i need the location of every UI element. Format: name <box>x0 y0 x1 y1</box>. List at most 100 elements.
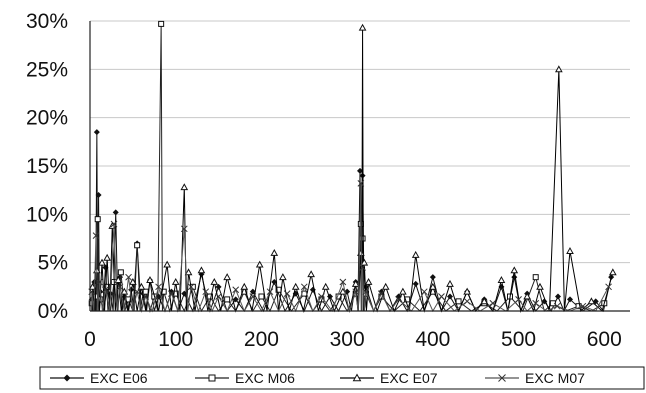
marker-x-stroke <box>180 225 188 233</box>
data-point <box>455 298 462 305</box>
data-point <box>146 276 154 283</box>
series-3 <box>88 180 612 313</box>
data-point <box>255 260 264 268</box>
y-tick-label: 0% <box>38 300 68 323</box>
data-point <box>133 288 141 296</box>
series-2 <box>88 23 617 313</box>
data-point <box>270 248 279 256</box>
data-point <box>223 273 231 281</box>
y-tick-label: 25% <box>26 58 68 81</box>
marker-x-stroke <box>339 278 347 286</box>
marker-x-stroke <box>553 302 561 310</box>
data-point <box>117 269 124 276</box>
marker-x-stroke <box>283 290 291 297</box>
marker-x-stroke <box>142 293 150 300</box>
data-point <box>536 282 544 290</box>
marker-x-stroke <box>463 297 471 305</box>
data-point <box>463 287 471 295</box>
data-point <box>532 274 539 281</box>
data-point <box>142 293 150 300</box>
marker-x-stroke <box>362 288 370 296</box>
data-point <box>553 302 561 310</box>
data-point <box>266 288 274 296</box>
data-point <box>339 278 347 286</box>
marker-x-stroke <box>352 288 360 296</box>
data-point <box>497 276 506 283</box>
data-point <box>357 167 363 174</box>
data-point <box>489 299 497 307</box>
data-point <box>197 266 206 274</box>
data-point <box>523 292 531 300</box>
data-point <box>363 283 369 290</box>
marker-x-stroke <box>155 283 162 291</box>
data-point <box>155 283 162 291</box>
marker-x-stroke <box>232 286 240 294</box>
data-point <box>187 283 195 291</box>
data-point <box>378 290 385 297</box>
data-point <box>215 293 222 300</box>
data-point <box>158 20 165 27</box>
data-point <box>359 264 366 271</box>
data-point <box>587 297 596 305</box>
data-point <box>510 266 519 274</box>
y-tick-label: 30% <box>26 10 68 33</box>
x-tick-label: 400 <box>415 328 450 351</box>
data-point <box>180 225 188 233</box>
marker-x-stroke <box>378 290 385 297</box>
data-point <box>358 23 367 31</box>
data-point <box>94 216 101 223</box>
data-point <box>163 260 171 268</box>
data-point <box>92 232 100 239</box>
y-tick-label: 10% <box>26 203 68 226</box>
data-point <box>95 192 102 198</box>
x-tick-label: 500 <box>501 328 536 351</box>
data-point <box>339 287 347 295</box>
data-point <box>318 293 325 300</box>
data-point <box>171 277 180 285</box>
legend: EXC E06 EXC M06 EXC E07 EXC M07 <box>39 366 645 390</box>
data-point <box>463 297 471 305</box>
data-point <box>378 288 385 295</box>
data-point <box>480 297 489 305</box>
data-point <box>184 268 193 276</box>
marker-x-stroke <box>359 264 366 271</box>
marker-x-stroke <box>202 288 210 296</box>
data-point <box>116 283 124 291</box>
data-point <box>555 293 561 300</box>
legend-marker <box>63 374 71 382</box>
data-point <box>395 296 402 303</box>
x-tick-label: 600 <box>587 328 622 351</box>
series-line <box>92 27 614 313</box>
data-point <box>381 282 390 290</box>
data-point <box>412 280 419 287</box>
data-point <box>579 302 587 310</box>
data-point <box>411 250 420 258</box>
data-point <box>429 282 437 290</box>
x-tick-label: 300 <box>330 328 365 351</box>
legend-marker <box>208 374 216 382</box>
data-point <box>609 268 617 276</box>
data-point <box>142 288 149 295</box>
data-point <box>447 293 453 300</box>
data-point <box>399 287 407 295</box>
marker-x-stroke <box>116 283 124 291</box>
data-point <box>360 258 369 266</box>
data-point <box>104 283 111 290</box>
marker-x-stroke <box>249 293 257 300</box>
data-point <box>258 293 265 300</box>
data-point <box>102 286 109 294</box>
data-point <box>189 283 196 290</box>
data-point <box>180 183 189 191</box>
data-point <box>96 278 103 286</box>
data-point <box>112 209 119 216</box>
legend-marker <box>498 374 506 382</box>
data-point <box>362 288 370 296</box>
marker-x-stroke <box>515 296 522 303</box>
marker-x-stroke <box>215 293 222 300</box>
marker-x-stroke <box>438 293 445 300</box>
marker-x-stroke <box>357 180 365 187</box>
marker-x-stroke <box>133 288 141 296</box>
marker-x-stroke <box>187 283 195 291</box>
data-point <box>215 283 222 290</box>
